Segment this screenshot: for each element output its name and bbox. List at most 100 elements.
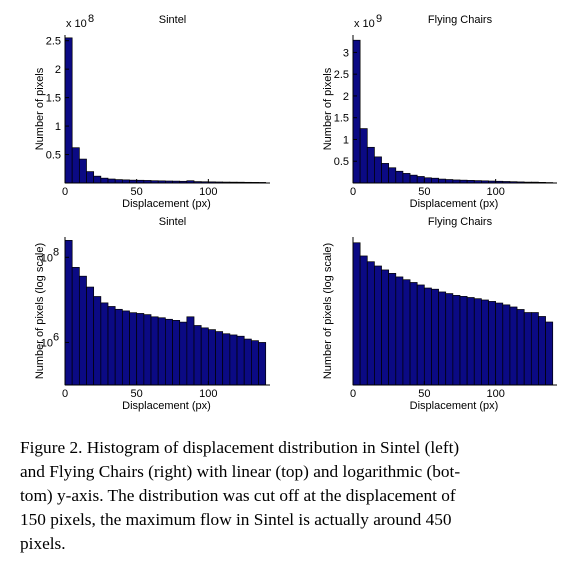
histogram-bar (381, 163, 390, 184)
y-axis-label: Number of pixels (34, 67, 46, 150)
histogram-bar (431, 177, 439, 184)
histogram-bar (243, 338, 252, 386)
x-axis-label: Displacement (px) (122, 198, 211, 210)
histogram-bar (374, 265, 382, 386)
y-tick-label: 3 (343, 47, 349, 59)
histogram-bar (150, 316, 159, 386)
histogram-bar (93, 296, 102, 386)
histogram-bar (523, 312, 532, 386)
x-axis-label: Displacement (px) (122, 400, 211, 412)
histogram-bar (381, 269, 390, 386)
x-tick-label: 50 (131, 186, 143, 198)
histogram-bar (200, 327, 209, 386)
chart-title: Flying Chairs (428, 14, 493, 26)
histogram-bar (64, 37, 73, 184)
y-axis-label: Number of pixels (log scale) (34, 243, 46, 379)
x-tick-label: 100 (486, 388, 504, 400)
histogram-bar (402, 173, 411, 184)
y-tick-label: 2.5 (334, 69, 349, 81)
y-tick-label: 10 (41, 252, 53, 264)
histogram-bar (423, 287, 432, 386)
y-tick-label: 10 (41, 337, 53, 349)
x-tick-label: 100 (486, 186, 504, 198)
histogram-bar (516, 309, 525, 386)
histogram-bar (179, 321, 188, 386)
y-tick-exponent: 6 (53, 331, 59, 343)
chart-title: Sintel (159, 216, 187, 228)
histogram-bar (86, 286, 95, 386)
y-tick-label: 0.5 (46, 150, 61, 162)
histogram-bar (100, 177, 109, 184)
histogram-bar (208, 329, 216, 386)
histogram-bar (488, 301, 496, 386)
y-exponent-power: 8 (88, 13, 94, 25)
histogram-bar (416, 176, 425, 184)
histogram-bar (509, 306, 518, 386)
y-tick-label: 1.5 (334, 113, 349, 125)
caption-line-5: pixels. (20, 534, 66, 553)
histogram-bar (538, 316, 546, 386)
histogram-bar (222, 333, 231, 386)
histogram-bar (366, 261, 375, 386)
histogram-bar (466, 297, 475, 386)
x-tick-label: 50 (131, 388, 143, 400)
histogram-bar (402, 279, 411, 386)
histogram-bar (236, 335, 245, 386)
chart-title: Sintel (159, 14, 187, 26)
x-axis-label: Displacement (px) (410, 198, 499, 210)
histogram-bar (359, 255, 368, 386)
histogram-bar (416, 284, 425, 386)
x-tick-label: 50 (418, 186, 430, 198)
histogram-bar (438, 291, 447, 386)
histogram-bar (445, 179, 454, 184)
histogram-bar (409, 282, 418, 386)
histogram-bar (78, 275, 87, 386)
histogram-bar (71, 267, 80, 386)
histogram-bar (172, 320, 181, 386)
histogram-bar (107, 306, 116, 386)
histogram-bar (481, 299, 489, 386)
histogram-bar (165, 318, 173, 386)
histogram-bar (359, 128, 368, 184)
histogram-bar (409, 174, 418, 184)
y-axis-label: Number of pixels (log scale) (322, 243, 334, 379)
histogram-bar (388, 167, 397, 184)
y-tick-label: 1 (343, 134, 349, 146)
histogram-bar (374, 156, 382, 184)
histogram-bar (352, 242, 361, 386)
y-exponent-power: 9 (376, 13, 382, 25)
chart-title: Flying Chairs (428, 216, 493, 228)
histogram-bar (258, 342, 267, 386)
histogram-bar (502, 304, 511, 386)
histogram-bar (459, 296, 468, 386)
y-exponent-label: x 10 (354, 18, 375, 30)
x-tick-label: 0 (62, 388, 68, 400)
histogram-bar (530, 312, 539, 386)
y-tick-label: 1 (55, 121, 61, 133)
histogram-bar (93, 175, 102, 184)
histogram-bar (71, 147, 80, 184)
y-tick-label: 0.5 (334, 156, 349, 168)
y-exponent-label: x 10 (66, 18, 87, 30)
x-axis-label: Displacement (px) (410, 400, 499, 412)
histogram-bar (445, 293, 454, 386)
x-tick-label: 100 (199, 388, 217, 400)
x-tick-label: 100 (199, 186, 217, 198)
histogram-bar (229, 334, 238, 386)
histogram-bar (64, 240, 73, 386)
histogram-bar (100, 302, 109, 386)
histogram-bar (388, 273, 397, 386)
histogram-bar (157, 317, 166, 386)
histogram-bar (129, 312, 138, 386)
histogram-bar (143, 314, 152, 386)
histogram-bar (395, 170, 404, 184)
y-tick-label: 2.5 (46, 36, 61, 48)
histogram-bar (114, 308, 123, 386)
histogram-bar (438, 178, 447, 184)
caption-line-2: and Flying Chairs (right) with linear (t… (20, 462, 461, 481)
histogram-bar (86, 171, 95, 184)
x-tick-label: 0 (62, 186, 68, 198)
histogram-bar (545, 321, 554, 386)
histogram-bar (251, 340, 259, 386)
